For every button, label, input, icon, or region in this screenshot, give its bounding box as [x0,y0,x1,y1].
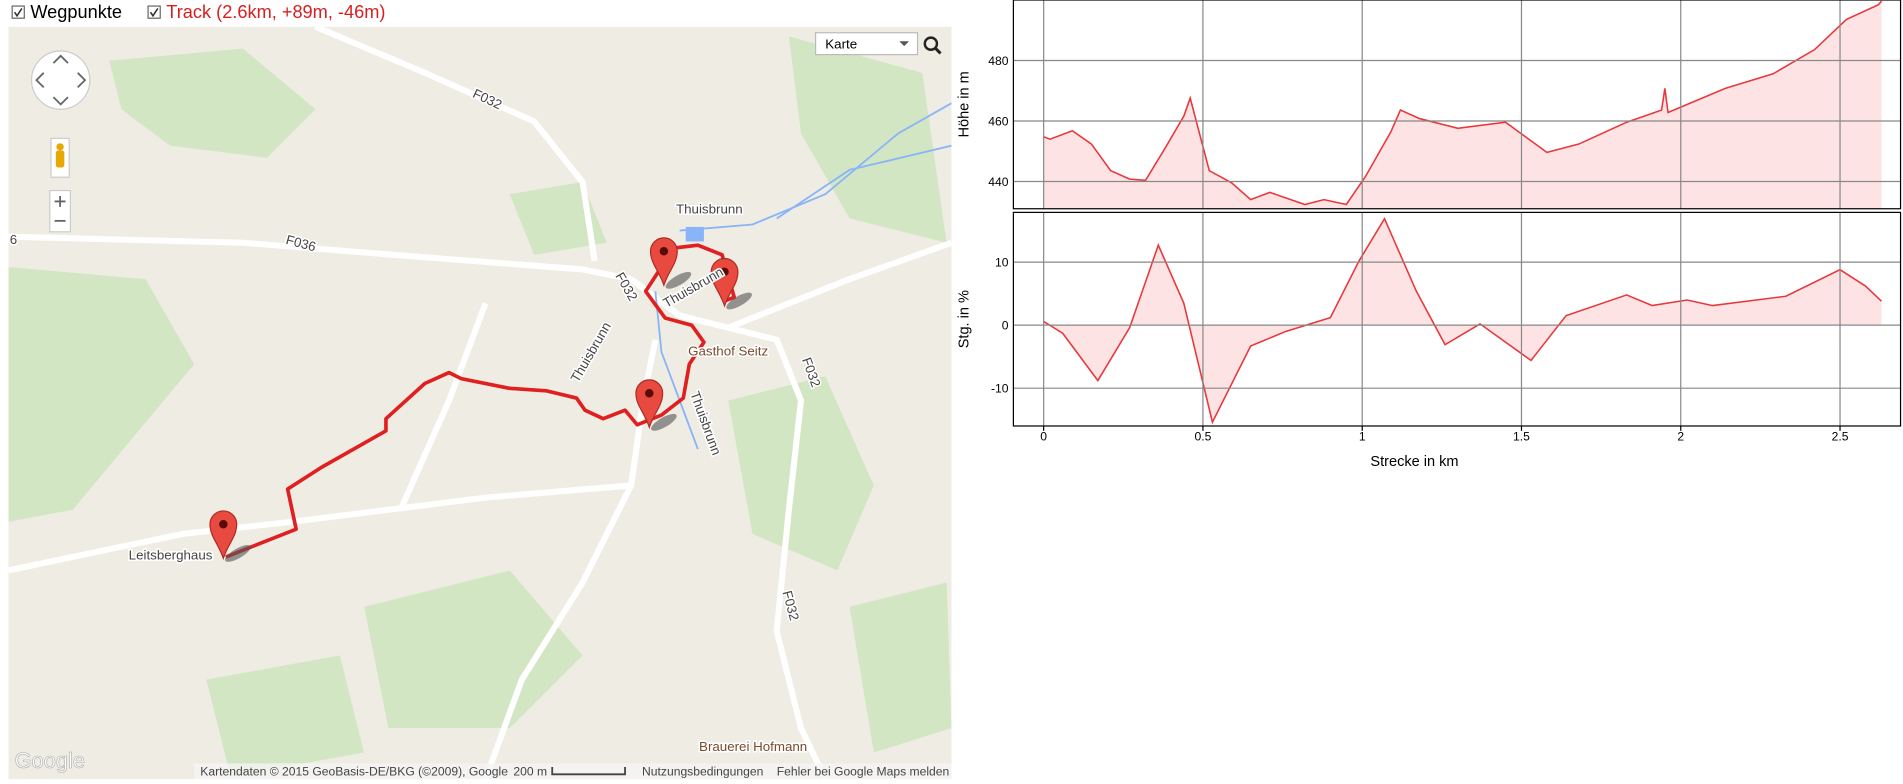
marker-dot [659,246,669,256]
attribution: Kartendaten © 2015 GeoBasis-DE/BKG (©200… [200,765,508,779]
waypoint-marker[interactable] [209,510,238,561]
pan-control[interactable] [30,50,91,110]
track-label[interactable]: Track (2.6km, +89m, -46m) [166,2,385,22]
roads [8,26,952,780]
map-type-label: Karte [825,37,857,52]
x-tick-label: 0 [1040,430,1047,444]
x-tick-label: 2.5 [1832,430,1849,444]
zoom-icon-handle [934,47,942,55]
check-mark [149,8,159,18]
scale-bar [551,767,626,776]
pegman [55,150,65,168]
y-axis-label: Stg. in % [956,290,972,348]
map-label: Brauerei Hofmann [699,739,807,754]
marker-shadow [651,413,677,431]
waypoint-marker[interactable] [710,257,739,308]
y-tick-label: 460 [988,114,1008,128]
waypoints-label[interactable]: Wegpunkte [30,2,122,22]
marker-dot [645,388,654,398]
line [1043,0,1883,206]
waypoint-marker[interactable] [649,237,678,288]
streams [654,102,952,450]
x-tick-label: 1 [1359,430,1366,444]
zoom-icon[interactable] [923,36,939,51]
x-tick-label: 1.5 [1513,430,1530,444]
map-label: 6 [10,232,17,247]
marker-dot [720,267,729,277]
pan-arrows [35,54,87,106]
x-tick-label: 0.5 [1195,430,1212,444]
line [1043,216,1883,425]
y-tick-label: 480 [988,54,1008,68]
map-label: Leitsberghaus [129,547,213,562]
track-checkbox[interactable] [147,5,161,19]
waypoint-marker[interactable] [635,379,664,430]
marker-dot [219,520,228,529]
y-tick-label: 10 [995,255,1009,269]
waypoints-checkbox[interactable] [11,5,25,19]
area-fill [1043,218,1882,423]
marker-shadow [225,545,251,562]
pegman [56,143,64,151]
google-logo[interactable]: Google [14,748,85,774]
pond [685,226,704,242]
plot-frame [1012,0,1902,210]
forest [8,36,952,777]
area-fill [1043,1,1882,209]
map-label: Thuisbrunn [676,202,743,217]
y-tick-label: -10 [991,381,1009,395]
attribution-bar [194,763,952,780]
y-tick-label: 0 [1002,318,1009,332]
terms-link[interactable]: Nutzungsbedingungen [642,765,763,779]
map-label: Gasthof Seitz [688,344,768,359]
marker-shadow [665,271,692,289]
dropdown-arrow [899,41,910,47]
map-type-select[interactable] [814,32,919,56]
y-axis-label: Höhe in m [956,71,972,137]
scale-label: 200 m [513,765,547,779]
x-axis-label: Strecke in km [1370,454,1458,470]
y-tick-label: 440 [988,175,1008,189]
report-link[interactable]: Fehler bei Google Maps melden [777,765,950,779]
marker-shadow [726,292,752,310]
x-tick-label: 2 [1677,430,1684,444]
plot-frame [1012,211,1902,427]
check-mark [13,8,23,18]
zoom-in[interactable] [54,196,66,207]
